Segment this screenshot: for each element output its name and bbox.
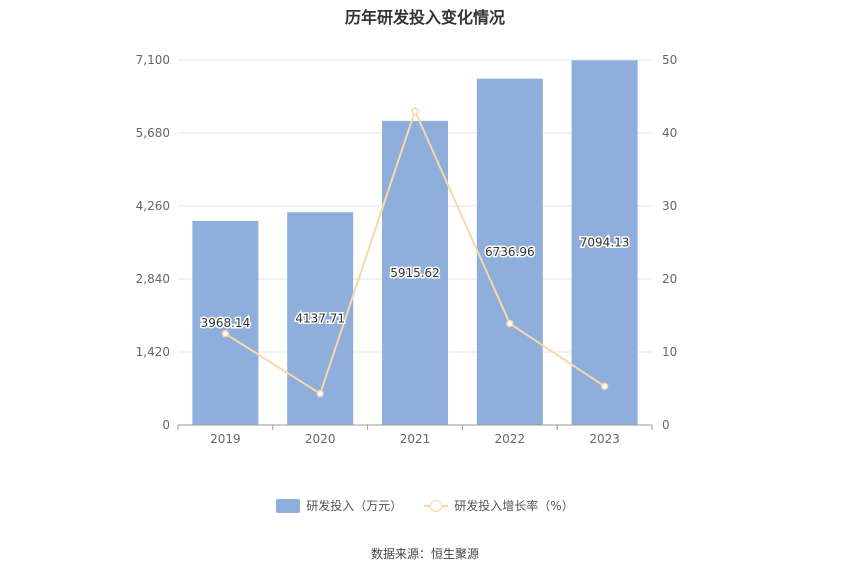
legend-bar-swatch — [276, 498, 301, 513]
y-left-tick-label: 7,100 — [136, 53, 170, 67]
y-left-tick-label: 4,260 — [136, 199, 170, 213]
bar-data-label: 6736.96 — [485, 245, 535, 259]
legend-item-bar[interactable]: 研发投入（万元） — [276, 497, 402, 514]
y-right-tick-label: 30 — [662, 199, 677, 213]
x-tick-label: 2023 — [589, 432, 620, 446]
growth-point — [316, 389, 324, 398]
x-tick-label: 2022 — [495, 432, 526, 446]
legend-bar-label: 研发投入（万元） — [306, 499, 403, 513]
growth-point — [600, 382, 609, 391]
y-left-tick-label: 1,420 — [136, 345, 170, 359]
y-right-tick-label: 0 — [662, 418, 670, 432]
x-tick-label: 2020 — [305, 432, 336, 446]
y-right-tick-label: 10 — [662, 345, 677, 359]
bar-data-label: 5915.62 — [390, 266, 440, 280]
growth-point — [411, 107, 419, 115]
y-right-tick-label: 20 — [662, 272, 677, 286]
chart-legend: 研发投入（万元） 研发投入增长率（%） — [0, 497, 850, 514]
bar-data-label: 3968.14 — [201, 316, 251, 330]
chart-title: 历年研发投入变化情况 — [344, 8, 505, 27]
bar — [287, 212, 354, 425]
legend-line-swatch — [424, 499, 449, 513]
bar — [382, 120, 448, 425]
bar — [571, 60, 638, 426]
bar-data-label: 7094.13 — [580, 236, 630, 250]
bar — [476, 78, 543, 425]
legend-line-label: 研发投入增长率（%） — [454, 499, 574, 513]
data-source: 数据来源：恒生聚源 — [370, 547, 479, 561]
bar-data-label: 4137.71 — [295, 312, 345, 326]
y-right-tick-label: 40 — [662, 126, 677, 140]
growth-point — [221, 330, 230, 338]
x-tick-label: 2019 — [210, 432, 241, 446]
x-tick-label: 2021 — [400, 432, 431, 446]
y-left-tick-label: 5,680 — [136, 126, 170, 140]
growth-point — [506, 319, 514, 328]
bar — [192, 221, 259, 425]
y-left-tick-label: 0 — [162, 418, 170, 432]
y-right-tick-label: 50 — [662, 53, 677, 67]
legend-item-line[interactable]: 研发投入增长率（%） — [424, 497, 574, 514]
y-left-tick-label: 2,840 — [136, 272, 170, 286]
